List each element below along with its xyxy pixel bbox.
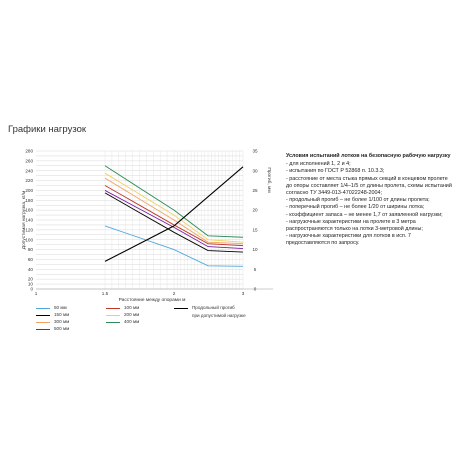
series-line-500-мм	[104, 190, 244, 250]
y-left-tick-label: 120	[25, 227, 33, 232]
condition-item: - испытания по ГОСТ Р 52868 п. 10.3.3;	[286, 168, 385, 175]
condition-item: - нагрузочные характеристики для лотков …	[286, 233, 411, 247]
legend-label: 300 мм	[54, 319, 70, 324]
legend-swatch	[36, 322, 50, 324]
legend-label: 100 мм	[124, 305, 140, 310]
legend-label: Продольный прогиб	[192, 305, 235, 310]
legend-label: 50 мм	[54, 305, 67, 310]
condition-item: - для исполнений 1, 2 и 4;	[286, 161, 351, 168]
legend-swatch	[174, 308, 188, 310]
y-right-tick-label: 25	[252, 188, 258, 193]
legend-swatch	[106, 308, 120, 310]
conditions-title: Условия испытаний лотков на безопасную р…	[286, 153, 451, 159]
grid	[36, 150, 244, 290]
legend-swatch	[36, 329, 50, 331]
y-right-tick-label: 35	[252, 149, 258, 154]
series-line-200-мм	[104, 172, 244, 243]
axis-labels: Расстояние между опорами м Допустимая на…	[21, 167, 272, 303]
condition-item: - коэффициент запаса – не менее 1,7 от з…	[286, 211, 443, 218]
legend-label: 500 мм	[54, 326, 70, 331]
y-left-tick-label: 200	[25, 188, 33, 193]
series-lines	[104, 165, 244, 267]
legend-swatch	[36, 315, 50, 317]
y-axis-right-label: Прогиб, мм	[266, 167, 272, 192]
series-line-400-мм	[104, 165, 244, 238]
y-axis-left-label: Допустимая нагрузка, кг/м	[21, 191, 27, 249]
y-right-tick-label: 20	[252, 208, 258, 213]
legend-swatch	[106, 315, 120, 317]
x-tick-label: 2	[173, 291, 176, 296]
legend: 50 мм 150 мм 300 мм 500 мм 100 мм 200 мм 400 м…	[36, 305, 276, 346]
legend-label: 400 мм	[124, 319, 140, 324]
condition-item: - продольный прогиб – не более 1/100 от …	[286, 197, 430, 204]
y-left-tick-label: 40	[28, 267, 34, 272]
y-left-tick-label: 180	[25, 198, 33, 203]
condition-item: - расстояние от места стыка прямых секци…	[286, 175, 452, 197]
y-left-tick-label: 10	[28, 282, 34, 287]
y-right-tick-label: 10	[252, 247, 258, 252]
y-left-tick-label: 140	[25, 218, 33, 223]
condition-item: - поперечный прогиб – не более 1/20 от ш…	[286, 204, 425, 211]
series-line-100-мм	[104, 185, 244, 247]
y-left-tick-label: 160	[25, 208, 33, 213]
condition-item: - нагрузочные характеристики на пролете …	[286, 218, 423, 233]
test-conditions: Условия испытаний лотков на безопасную р…	[286, 153, 454, 248]
page-title: Графики нагрузок	[8, 124, 87, 135]
series-line-50-мм	[104, 225, 244, 267]
y-left-tick-label: 100	[25, 237, 33, 242]
y-left-tick-label: 20	[28, 277, 34, 282]
y-right-tick-label: 5	[254, 267, 257, 272]
x-axis-label: Расстояние между опорами м	[119, 297, 186, 303]
deflection-line	[104, 166, 244, 262]
x-tick-label: 1	[35, 291, 38, 296]
legend-swatch	[106, 322, 120, 324]
y-right-tick-label: 30	[252, 168, 258, 173]
legend-swatch	[36, 308, 50, 310]
y-right-tick-label: 15	[252, 227, 258, 232]
legend-label: 150 мм	[54, 312, 70, 317]
y-left-tick-label: 260	[25, 158, 33, 163]
axes: 0102040608010012014016018020022024026028…	[25, 149, 273, 296]
series-line-300-мм	[104, 177, 244, 245]
y-left-tick-label: 0	[30, 287, 33, 292]
y-left-tick-label: 280	[25, 149, 33, 154]
legend-label: 200 мм	[124, 312, 140, 317]
x-tick-label: 1.5	[102, 291, 109, 296]
series-line-150-мм	[104, 192, 244, 253]
y-left-tick-label: 240	[25, 168, 33, 173]
y-right-tick-label: 0	[254, 287, 257, 292]
y-left-tick-label: 60	[28, 257, 34, 262]
y-left-tick-label: 220	[25, 178, 33, 183]
x-tick-label: 3	[242, 291, 245, 296]
y-left-tick-label: 80	[28, 247, 34, 252]
legend-label-2: при допустимой нагрузке	[192, 313, 246, 318]
